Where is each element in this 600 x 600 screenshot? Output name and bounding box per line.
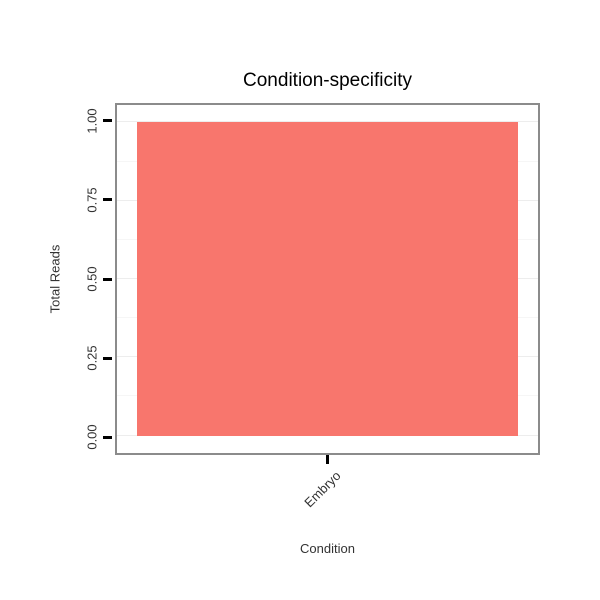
x-axis-label: Condition bbox=[300, 541, 355, 556]
y-axis-label: Total Reads bbox=[47, 244, 63, 314]
grid-major-line bbox=[117, 121, 538, 123]
y-tick-mark bbox=[103, 119, 112, 123]
y-tick-mark bbox=[103, 198, 112, 202]
y-tick-label: 0.75 bbox=[84, 187, 100, 213]
y-tick-mark bbox=[103, 435, 112, 439]
y-tick-label: 0.50 bbox=[84, 266, 100, 292]
y-tick-label: 0.00 bbox=[84, 424, 100, 451]
bar-embryo bbox=[136, 122, 519, 436]
y-tick-label: 0.25 bbox=[84, 345, 100, 371]
x-tick-mark bbox=[326, 455, 329, 464]
plot-panel bbox=[115, 103, 540, 455]
y-tick-mark bbox=[103, 356, 112, 360]
y-tick-label: 1.00 bbox=[84, 107, 100, 134]
chart-title: Condition-specificity bbox=[243, 70, 412, 91]
y-tick-mark bbox=[103, 277, 112, 281]
x-tick-label: Embryo bbox=[300, 468, 344, 511]
